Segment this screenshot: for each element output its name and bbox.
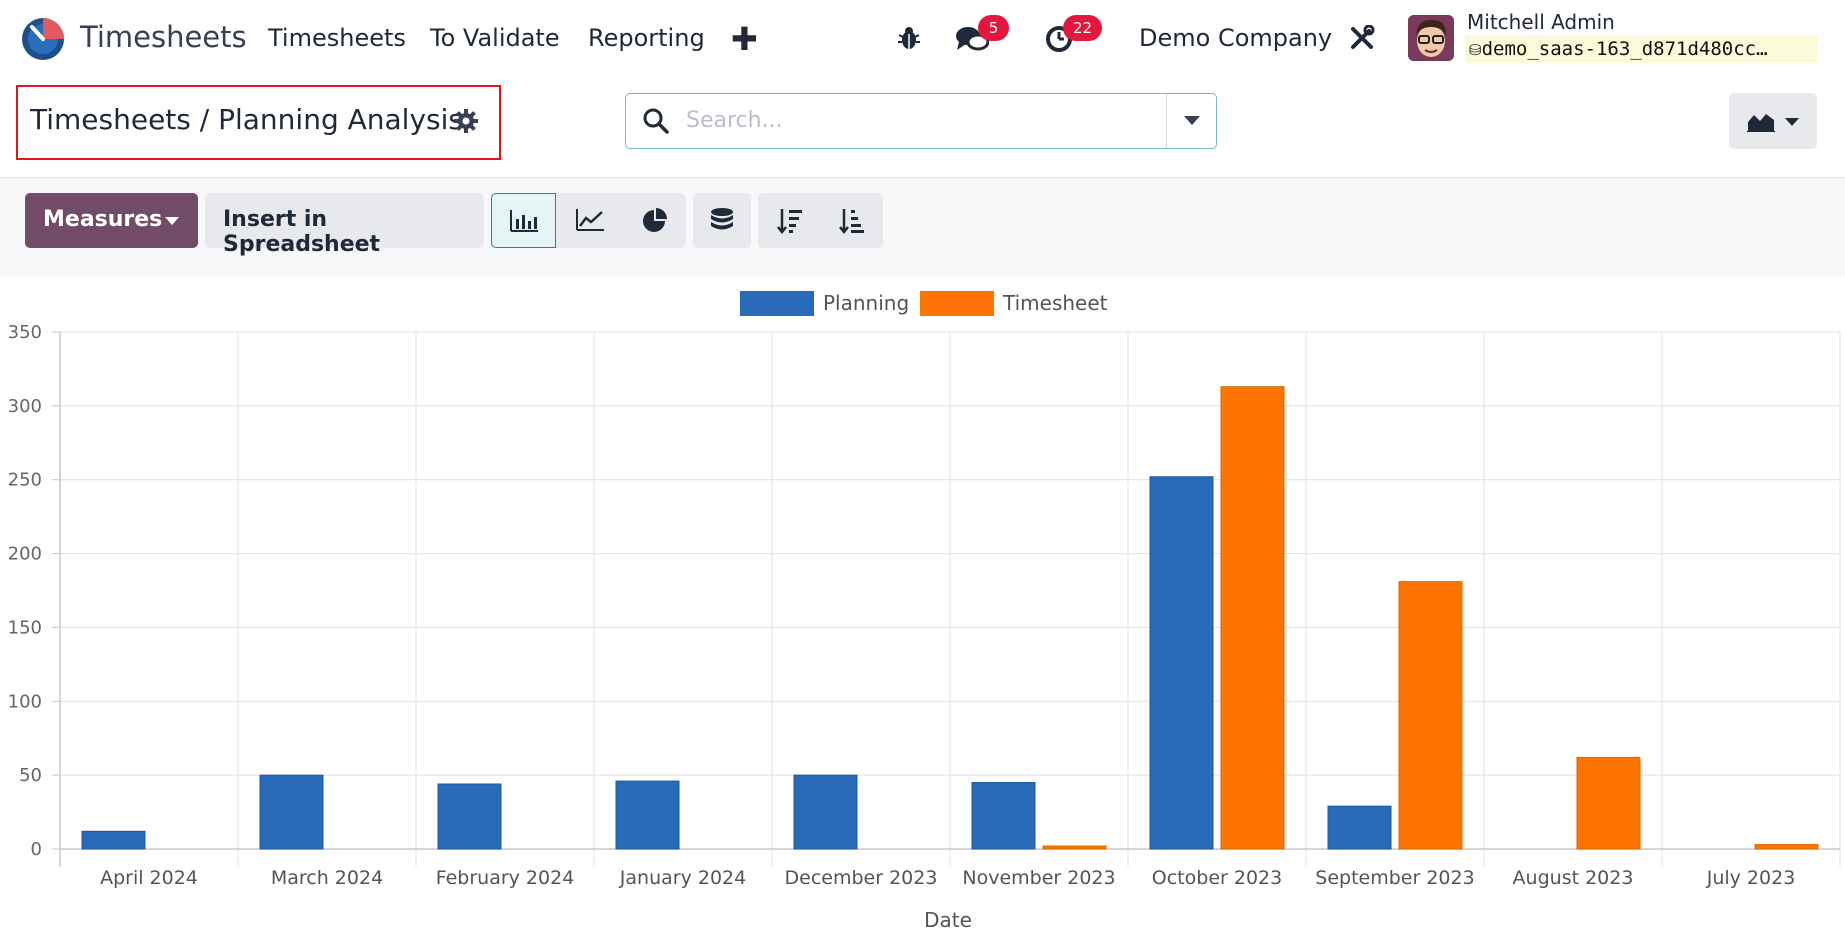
pie-chart-button[interactable] [624,193,686,248]
database-name: ⛁demo_saas-163_d871d480cc… [1465,35,1818,63]
y-tick-label: 50 [19,765,42,786]
top-navbar: Timesheets Timesheets To Validate Report… [0,0,1845,78]
x-tick-label: March 2024 [271,867,383,889]
x-tick-label: July 2023 [1706,867,1796,889]
y-tick-label: 100 [8,691,42,712]
bar-chart-icon [510,210,538,232]
measures-button[interactable]: Measures [25,193,198,248]
y-tick-label: 300 [8,396,42,417]
search-divider [1166,94,1167,148]
x-tick-label: February 2024 [436,867,575,889]
y-tick-label: 0 [31,839,42,860]
bug-icon[interactable] [897,25,921,51]
user-name[interactable]: Mitchell Admin [1467,10,1615,34]
x-tick-label: December 2023 [785,867,938,889]
sort-descending-button[interactable] [758,193,821,248]
bar-planning [615,780,680,850]
bar-planning [793,774,858,850]
app-name[interactable]: Timesheets [80,20,247,54]
bar-timesheet [1042,845,1107,850]
x-tick-label: April 2024 [100,867,198,889]
y-tick-label: 350 [8,322,42,343]
bar-chart-button[interactable] [491,193,556,248]
menu-to-validate[interactable]: To Validate [430,24,560,52]
pie-chart-icon [643,208,667,232]
breadcrumb-highlight [16,85,501,160]
search-input[interactable]: Search... [686,108,783,133]
sort-descending-icon [777,209,802,235]
messages-badge: 5 [978,15,1009,41]
menu-reporting[interactable]: Reporting [588,24,705,52]
bar-planning [1149,476,1214,850]
legend-label-timesheet: Timesheet [1002,291,1108,315]
chevron-down-icon [165,217,179,225]
x-tick-label: November 2023 [962,867,1115,889]
sort-ascending-button[interactable] [821,193,883,248]
plus-icon[interactable]: ✚ [731,20,758,58]
y-tick-label: 250 [8,470,42,491]
activities-badge: 22 [1063,15,1102,41]
avatar[interactable] [1408,15,1454,61]
search-options-toggle[interactable] [1184,116,1200,125]
area-chart-icon [1747,114,1775,132]
database-icon: ⛁ [1469,41,1482,59]
legend-label-planning: Planning [823,291,909,315]
menu-timesheets[interactable]: Timesheets [268,24,406,52]
breadcrumb: Timesheets / Planning Analysis [30,103,463,136]
gear-icon[interactable] [454,109,478,133]
measures-label: Measures [43,207,163,232]
bar-timesheet [1220,386,1285,850]
search-bar[interactable]: Search... [625,93,1217,149]
y-tick-label: 200 [8,544,42,565]
view-switcher-button[interactable] [1729,93,1817,149]
stacked-icon [711,208,733,230]
bar-timesheet [1398,581,1463,850]
chevron-down-icon [1785,118,1799,126]
app-logo-icon[interactable] [20,16,66,62]
sort-ascending-icon [839,209,864,235]
x-tick-label: January 2024 [619,867,746,889]
header-divider [0,177,1845,178]
bar-planning [81,830,146,850]
line-chart-icon [576,209,604,231]
stacked-button[interactable] [693,193,751,248]
x-tick-label: October 2023 [1152,867,1282,889]
legend-swatch-planning [740,291,814,316]
x-tick-label: August 2023 [1513,867,1634,889]
search-icon [643,108,669,134]
x-axis-label: Date [924,908,972,932]
insert-spreadsheet-button[interactable]: Insert in Spreadsheet [205,193,484,257]
bar-planning [971,782,1036,850]
legend-swatch-timesheet [920,291,994,316]
bar-chart: 0 50 100 150 200 250 300 350 April 2024 March 202… [8,291,1841,932]
bar-planning [259,774,324,850]
bar-timesheet [1754,844,1819,850]
insert-spreadsheet-label: Insert in Spreadsheet [223,207,381,257]
y-tick-label: 150 [8,617,42,638]
tools-icon[interactable] [1349,25,1375,51]
bar-timesheet [1576,756,1641,850]
line-chart-button[interactable] [556,193,624,248]
bar-planning [1327,805,1392,850]
x-tick-label: September 2023 [1315,867,1474,889]
company-switcher[interactable]: Demo Company [1139,24,1333,52]
bar-planning [437,783,502,850]
